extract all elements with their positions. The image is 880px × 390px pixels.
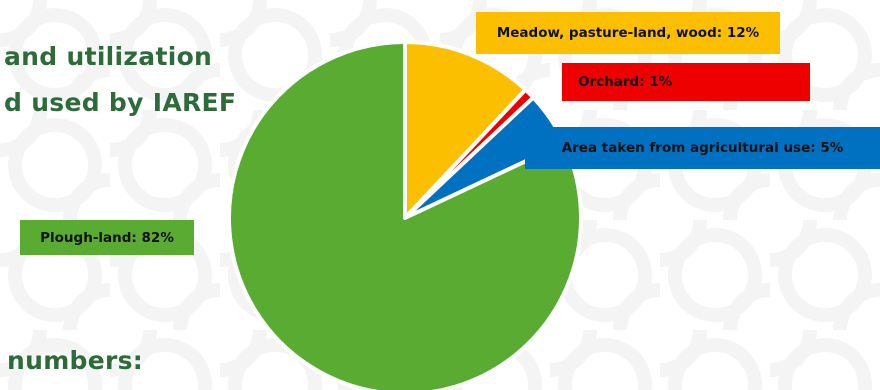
title-line-2: d used by IAREF: [4, 88, 237, 117]
slice-label-orchard: Orchard: 1%: [562, 63, 810, 101]
subtitle-numbers: numbers:: [7, 346, 144, 375]
pie-slice-plough-land: [227, 40, 583, 390]
title-line-1: and utilization: [4, 42, 213, 71]
slice-label-meadow: Meadow, pasture-land, wood: 12%: [476, 12, 780, 54]
slice-label-area-taken: Area taken from agricultural use: 5%: [525, 127, 880, 169]
pie-slice-meadow: [403, 40, 528, 220]
slice-label-plough-land: Plough-land: 82%: [20, 220, 194, 255]
